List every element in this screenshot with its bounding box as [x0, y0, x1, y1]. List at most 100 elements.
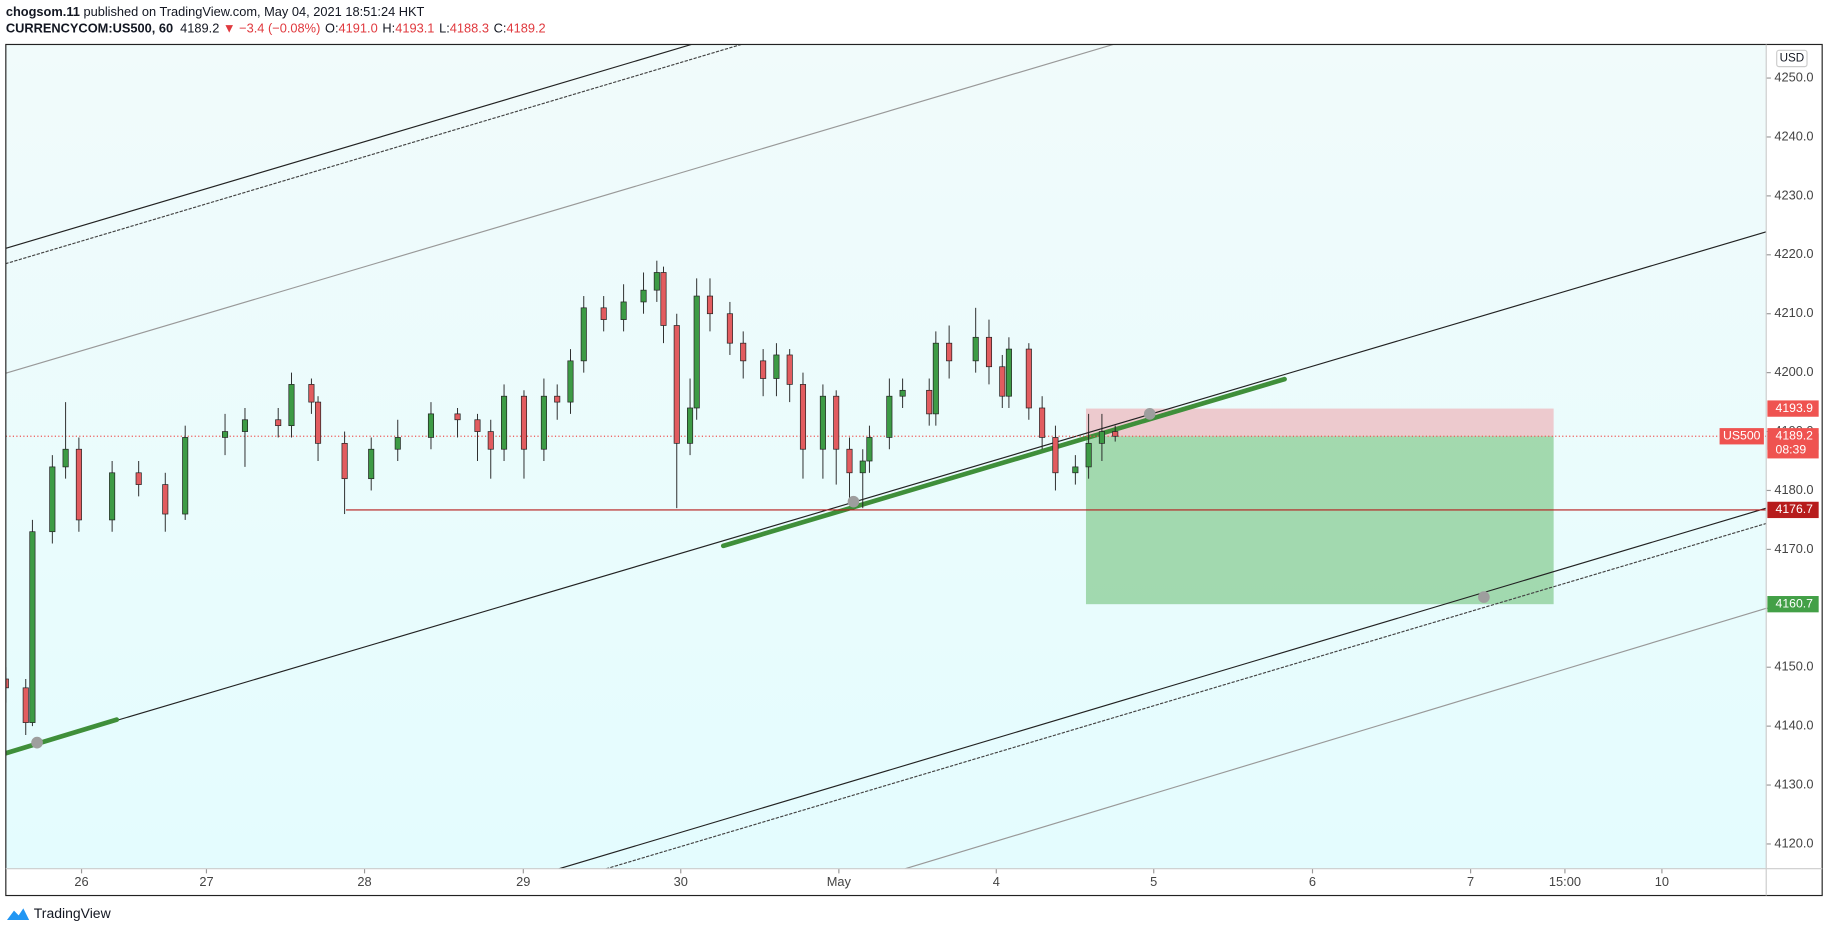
ohlc-value: 4188.3 — [450, 21, 489, 36]
trend-line — [720, 376, 1287, 549]
trend-line — [5, 44, 742, 265]
candle-body — [222, 431, 229, 438]
candle-body — [866, 437, 873, 462]
symbol-badge-label: US500 — [1723, 428, 1761, 442]
trend-line — [5, 717, 120, 756]
symbol: CURRENCYCOM:US500, 60 — [6, 21, 173, 36]
candle-body — [22, 687, 29, 723]
candle-body — [394, 437, 401, 450]
stop-badge — [1767, 400, 1819, 417]
candle-body — [799, 384, 807, 450]
candle-body — [673, 325, 680, 444]
candle-body — [985, 336, 993, 368]
candle-body — [846, 448, 853, 474]
stop-badge-label: 4193.9 — [1776, 401, 1814, 415]
candle-body — [567, 360, 574, 403]
candle-body — [1052, 437, 1059, 474]
ohlc-value: 4191.0 — [339, 21, 378, 36]
candle-body — [946, 342, 953, 362]
last: 4189.2 — [180, 21, 219, 36]
x-tick-label: 15:00 — [1549, 874, 1581, 889]
published: published on TradingView.com, May 04, 20… — [80, 4, 425, 19]
candle-body — [786, 354, 793, 385]
last-badge-price: 4189.2 — [1776, 428, 1814, 442]
candle-body — [773, 354, 780, 379]
trend-line — [5, 44, 1114, 374]
candle-body — [886, 395, 893, 438]
candle-body — [427, 413, 435, 438]
target-zone — [1085, 436, 1554, 605]
candle-body — [819, 395, 826, 450]
overlay: 4250.04240.04230.04220.04210.04200.04190… — [74, 69, 1819, 889]
last-badge — [1767, 428, 1819, 459]
candle-body — [740, 342, 747, 362]
level-badge — [1767, 501, 1819, 519]
y-tick-label: 4170.0 — [1774, 541, 1813, 556]
candle-body — [241, 419, 249, 432]
candle-body — [833, 395, 840, 450]
x-tick-label: 27 — [199, 874, 213, 889]
candle-body — [653, 272, 660, 291]
x-tick-label: 26 — [74, 874, 88, 889]
ohlc-key: L: — [439, 21, 450, 36]
candle-body — [580, 307, 587, 362]
x-tick-label: 6 — [1309, 874, 1316, 889]
y-tick-label: 4220.0 — [1774, 246, 1813, 261]
trend-line — [5, 44, 692, 249]
x-tick-label: 29 — [516, 874, 530, 889]
candle-body — [62, 448, 69, 468]
candle-body — [474, 419, 481, 432]
y-tick-label: 4120.0 — [1774, 835, 1813, 850]
y-tick-label: 4200.0 — [1774, 364, 1813, 379]
candle-body — [899, 389, 906, 397]
anchor-point — [31, 736, 43, 749]
candle-body — [600, 307, 607, 320]
candle-body — [109, 472, 116, 521]
ohlc-key: H: — [382, 21, 395, 36]
candle-body — [1085, 442, 1092, 468]
trend-line — [558, 507, 1767, 869]
change: ▼ −3.4 (−0.08%) — [219, 21, 320, 36]
candle-body — [620, 301, 627, 320]
trend-line — [605, 522, 1767, 869]
candle-body — [932, 342, 939, 415]
y-tick-label: 4140.0 — [1774, 718, 1813, 733]
candle-body — [162, 484, 169, 515]
candle-body — [693, 295, 700, 409]
candle-body — [487, 431, 494, 450]
candle-body — [454, 413, 461, 421]
anchor-point — [1143, 408, 1156, 420]
candle-body — [859, 460, 866, 474]
target-badge-label: 4160.7 — [1776, 596, 1814, 610]
x-tick-label: 28 — [357, 874, 371, 889]
y-tick-label: 4210.0 — [1774, 305, 1813, 320]
x-tick-label: 10 — [1655, 874, 1669, 889]
candle-body — [288, 384, 295, 427]
logo-icon — [6, 908, 30, 921]
candle-body — [972, 336, 979, 362]
candle-body — [1039, 407, 1046, 438]
frame — [5, 43, 1823, 897]
candle-body — [75, 448, 82, 521]
currency-box — [1776, 49, 1808, 68]
candle-body — [49, 466, 56, 533]
y-tick-label: 4130.0 — [1774, 776, 1813, 791]
candle-body — [135, 472, 142, 485]
candle-body — [760, 360, 767, 379]
candle-body — [1098, 431, 1105, 444]
footer-brand: TradingView — [34, 905, 112, 921]
candle-body — [1072, 466, 1079, 474]
candle-body — [1005, 348, 1012, 397]
candle-body — [341, 442, 348, 480]
x-tick-label: 5 — [1150, 874, 1157, 889]
candle-body — [726, 313, 733, 344]
ohlc-key: C: — [494, 21, 507, 36]
candle-body — [315, 401, 322, 444]
candle-body — [5, 678, 9, 689]
anchor-point — [847, 495, 860, 508]
y-tick-label: 4240.0 — [1774, 128, 1813, 143]
author: chogsom.11 — [6, 4, 80, 19]
y-tick-label: 4230.0 — [1774, 187, 1813, 202]
